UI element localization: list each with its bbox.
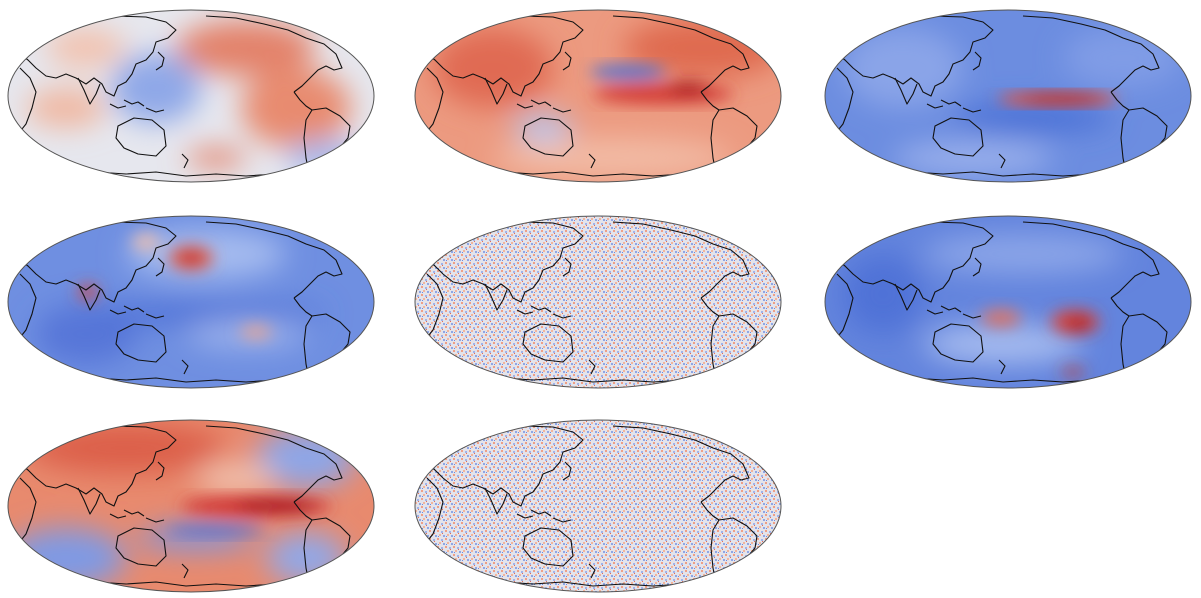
map-3-svg [824, 9, 1192, 183]
map-panel-4 [6, 214, 376, 390]
map-1-svg [7, 9, 375, 183]
map-8-svg [414, 419, 782, 593]
map-panel-7 [6, 418, 376, 594]
map-panel-2 [413, 8, 783, 184]
map-6-svg [824, 215, 1192, 389]
map-2-svg [414, 9, 782, 183]
map-panel-6 [823, 214, 1193, 390]
map-7-svg [7, 419, 375, 593]
map-panel-5 [413, 214, 783, 390]
map-panel-3 [823, 8, 1193, 184]
map-4-svg [7, 215, 375, 389]
map-panel-8 [413, 418, 783, 594]
map-5-svg [414, 215, 782, 389]
map-panel-1 [6, 8, 376, 184]
